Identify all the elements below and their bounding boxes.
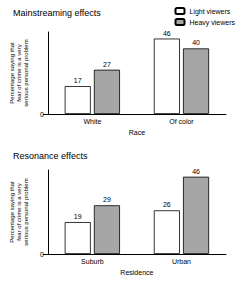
svg-text:serious personal problem: serious personal problem xyxy=(23,178,29,245)
svg-text:serious personal problem: serious personal problem xyxy=(23,39,29,106)
svg-text:Residence: Residence xyxy=(120,269,153,276)
svg-text:26: 26 xyxy=(163,201,171,208)
svg-text:Urban: Urban xyxy=(172,258,191,265)
svg-text:White: White xyxy=(83,118,101,125)
svg-text:Suburb: Suburb xyxy=(81,258,104,265)
svg-text:0: 0 xyxy=(40,251,44,258)
svg-text:27: 27 xyxy=(103,61,111,68)
svg-text:19: 19 xyxy=(74,213,82,220)
svg-text:fear of crime is a very: fear of crime is a very xyxy=(16,44,22,101)
svg-text:Mainstreaming effects: Mainstreaming effects xyxy=(13,8,101,18)
svg-text:Light viewers: Light viewers xyxy=(189,8,230,16)
svg-text:Race: Race xyxy=(129,129,145,136)
svg-text:Percentage saying that: Percentage saying that xyxy=(9,42,15,104)
svg-text:46: 46 xyxy=(163,30,171,37)
svg-text:40: 40 xyxy=(192,39,200,46)
svg-text:Percentage saying that: Percentage saying that xyxy=(9,181,15,243)
svg-text:46: 46 xyxy=(192,168,200,175)
svg-text:29: 29 xyxy=(103,196,111,203)
svg-text:fear of crime is a very: fear of crime is a very xyxy=(16,183,22,240)
svg-text:Of color: Of color xyxy=(169,118,194,125)
svg-text:0: 0 xyxy=(40,111,44,118)
svg-text:Resonance effects: Resonance effects xyxy=(13,151,88,161)
svg-text:Heavy viewers: Heavy viewers xyxy=(189,19,235,27)
svg-text:17: 17 xyxy=(74,77,82,84)
